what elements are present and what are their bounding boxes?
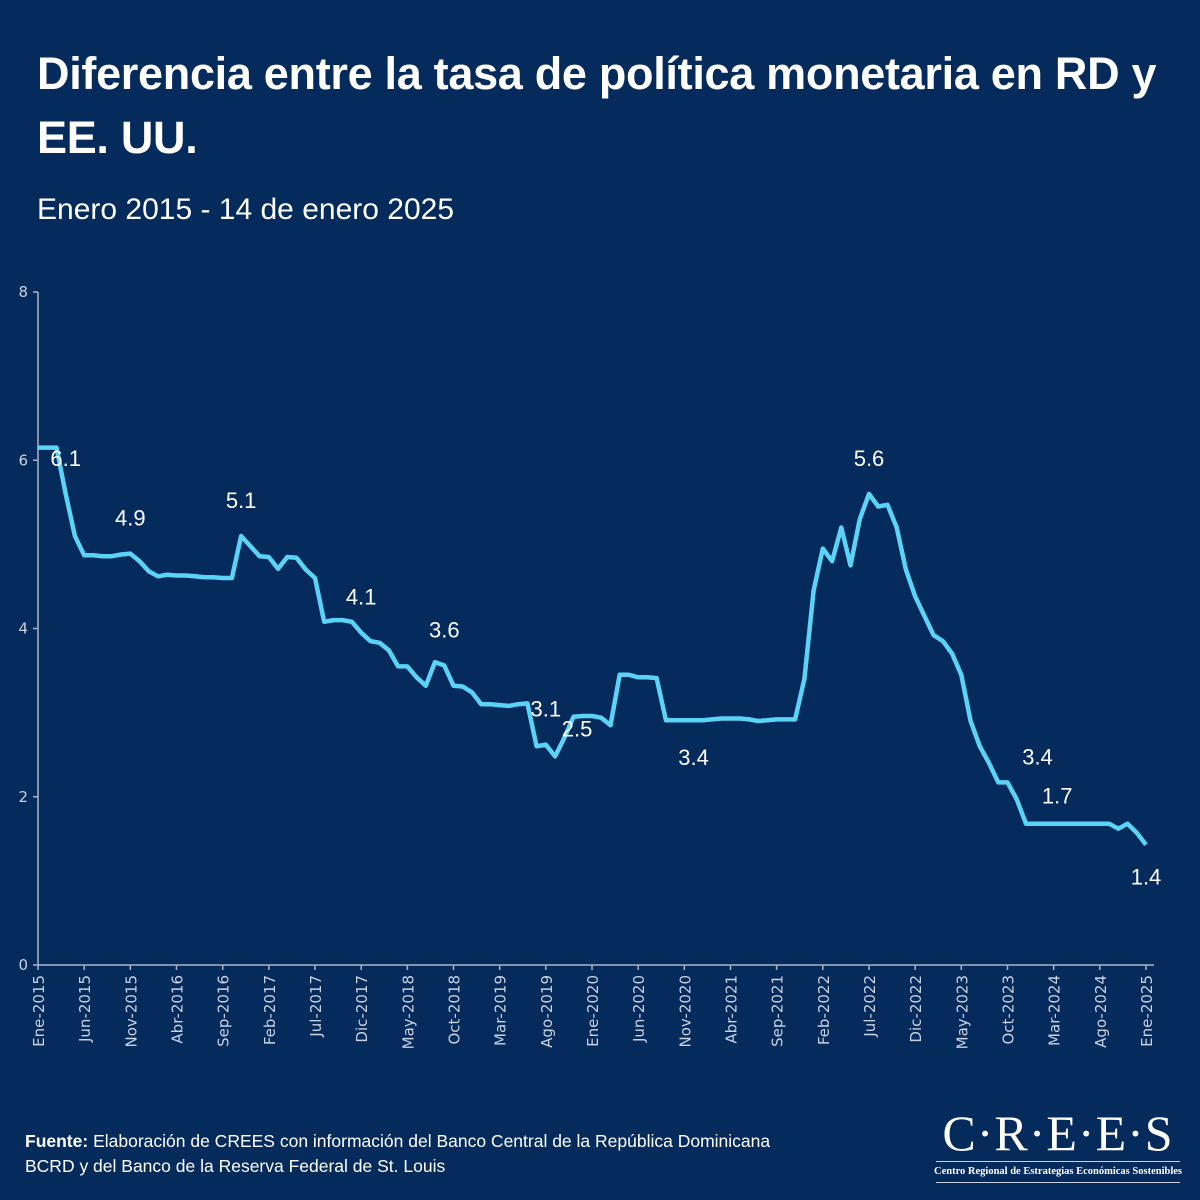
x-tick-label: May-2018 <box>399 975 417 1049</box>
y-tick-label: 8 <box>18 283 28 301</box>
logo-rule-top <box>936 1161 1180 1162</box>
x-tick-label: Feb-2022 <box>815 975 833 1045</box>
chart-title: Diferencia entre la tasa de política mon… <box>37 48 1157 163</box>
series-layer <box>38 445 1148 847</box>
y-tick-label: 4 <box>18 620 28 638</box>
data-label: 4.1 <box>346 585 377 610</box>
x-tick-label: Jul-2017 <box>307 975 325 1038</box>
x-tick-label: Feb-2017 <box>261 975 279 1045</box>
y-tick-label: 6 <box>18 451 28 469</box>
data-label: 3.4 <box>678 745 709 770</box>
x-tick-label: Abr-2016 <box>169 975 187 1044</box>
source-label: Fuente: <box>25 1131 89 1151</box>
x-tick-label: Dic-2022 <box>907 975 925 1043</box>
data-label: 1.4 <box>1131 865 1162 890</box>
x-tick-label: Abr-2021 <box>723 975 741 1044</box>
x-tick-label: Jun-2020 <box>630 975 648 1043</box>
source-note: Fuente: Elaboración de CREES con informa… <box>25 1129 770 1179</box>
x-tick-label: Oct-2018 <box>446 975 464 1045</box>
x-tick-label: Sep-2021 <box>769 975 787 1047</box>
x-tick-label: Nov-2020 <box>676 975 694 1047</box>
data-label: 5.1 <box>226 488 257 513</box>
logo-wordmark: C·R·E·E·S <box>942 1105 1174 1161</box>
x-axis: Ene-2015 Jun-2015 Nov-2015 Abr-2016 Sep-2016… <box>30 964 1156 1049</box>
data-label: 3.6 <box>429 618 460 643</box>
data-label: 4.9 <box>115 506 146 531</box>
data-label: 3.4 <box>1022 744 1053 769</box>
data-label: 5.6 <box>854 446 885 471</box>
x-tick-label: Mar-2024 <box>1046 975 1064 1046</box>
y-tick-label: 0 <box>18 956 28 974</box>
x-tick-label: Ago-2019 <box>538 975 556 1048</box>
x-tick-label: Ene-2020 <box>584 975 602 1047</box>
x-tick-label: Mar-2019 <box>492 975 510 1046</box>
x-tick-label: Ene-2015 <box>30 975 48 1047</box>
crees-logo: C·R·E·E·S Centro Regional de Estrategias… <box>932 1104 1184 1184</box>
x-tick-label: Sep-2016 <box>215 975 233 1047</box>
logo-subtitle: Centro Regional de Estrategias Económica… <box>933 1166 1182 1177</box>
x-tick-label: Jul-2022 <box>861 975 879 1038</box>
x-tick-label: Nov-2015 <box>122 975 140 1047</box>
x-tick-label: Dic-2017 <box>353 975 371 1043</box>
data-labels: 6.1 4.9 5.1 4.1 3.6 3.12.5 3.4 5.6 3.4 1.7 1.4 <box>50 446 1161 890</box>
y-axis: 0 2 4 6 8 <box>18 283 39 974</box>
x-tick-label: Oct-2023 <box>1000 975 1018 1045</box>
data-label: 6.1 <box>50 446 81 471</box>
line-chart: 0 2 4 6 8 Ene-2015 Jun-2015 Nov-2015 Abr-2016 Se… <box>18 283 1161 1049</box>
source-text-line1: Elaboración de CREES con información del… <box>88 1131 771 1151</box>
x-tick-label: Ene-2025 <box>1138 975 1156 1047</box>
x-tick-label: Ago-2024 <box>1092 975 1110 1048</box>
source-text-line2: BCRD y del Banco de la Reserva Federal d… <box>25 1156 446 1176</box>
series-line <box>38 445 1148 847</box>
data-label: 3.1 <box>531 697 562 722</box>
x-tick-label: May-2023 <box>953 975 971 1049</box>
y-tick-label: 2 <box>18 788 28 806</box>
chart-subtitle: Enero 2015 - 14 de enero 2025 <box>37 193 454 226</box>
logo-rule-bottom <box>936 1182 1180 1183</box>
data-label: 2.5 <box>562 716 593 741</box>
data-label: 1.7 <box>1042 784 1073 809</box>
x-tick-label: Jun-2015 <box>76 975 94 1043</box>
